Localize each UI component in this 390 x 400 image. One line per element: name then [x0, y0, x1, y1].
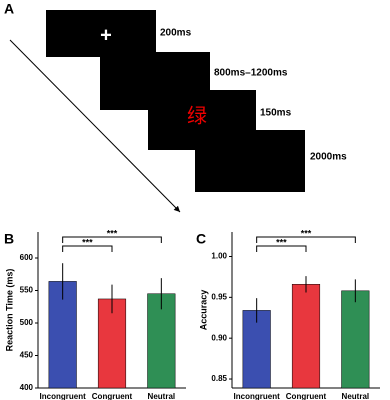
significance-label: ***	[276, 237, 287, 247]
bar	[147, 293, 176, 389]
y-tick-label: 550	[20, 286, 34, 295]
significance-bracket	[256, 245, 307, 252]
x-tick-label: Neutral	[342, 392, 370, 400]
significance-bracket	[62, 245, 113, 252]
y-tick-label: 500	[20, 318, 34, 327]
panel-label: A	[4, 1, 14, 17]
significance-label: ***	[107, 228, 118, 238]
screen	[46, 10, 156, 57]
duration: 800ms–1200ms	[214, 68, 288, 79]
y-tick-label: 400	[20, 383, 34, 392]
screen	[195, 130, 305, 192]
significance-bracket	[256, 236, 356, 243]
significance-label: ***	[301, 228, 312, 238]
y-tick-label: 1.00	[211, 252, 227, 261]
x-tick-label: Incongruent	[40, 392, 87, 400]
y-tick-label: 0.85	[211, 374, 227, 383]
bar	[291, 284, 321, 389]
time-arrow	[9, 39, 181, 213]
y-axis-label: Reaction Time (ms)	[4, 269, 14, 352]
x-tick-label: Incongruent	[234, 392, 281, 400]
significance-bracket	[62, 236, 162, 243]
duration: 2000ms	[310, 152, 347, 163]
panel-label: B	[4, 231, 14, 247]
duration: 150ms	[260, 108, 292, 119]
x-tick-label: Neutral	[148, 392, 176, 400]
x-tick-label: Congruent	[92, 392, 133, 400]
x-tick-label: Congruent	[286, 392, 327, 400]
y-tick-label: 600	[20, 253, 34, 262]
y-tick-label: 0.95	[211, 292, 227, 301]
bar	[341, 290, 370, 389]
duration: 200ms	[160, 28, 192, 39]
y-tick-label: 0.90	[211, 333, 227, 342]
y-tick-label: 450	[20, 351, 34, 360]
stimulus: 绿	[187, 104, 207, 127]
y-axis-label: Accuracy	[198, 290, 208, 331]
significance-label: ***	[82, 237, 93, 247]
fixation-cross: +	[100, 24, 112, 46]
panel-label: C	[196, 231, 206, 247]
